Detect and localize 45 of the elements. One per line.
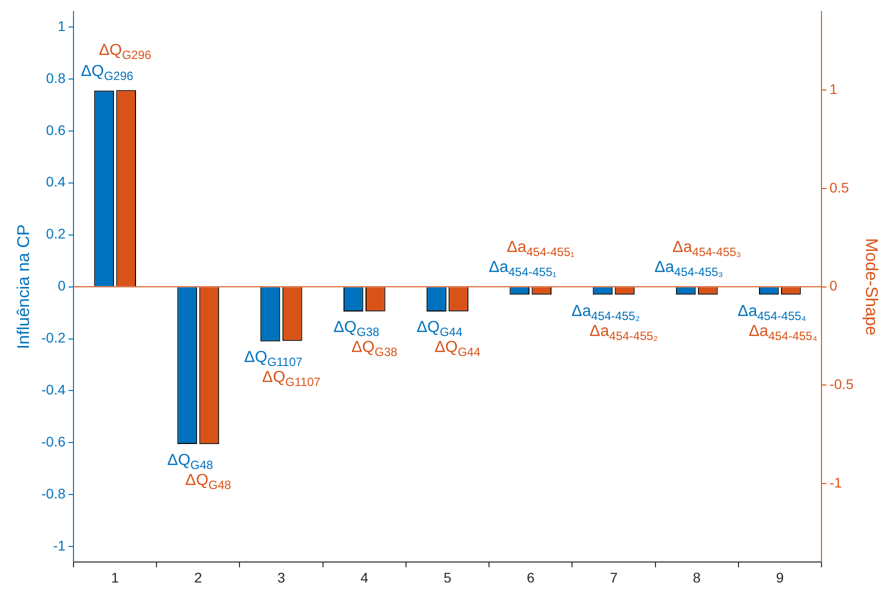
annotation: ΔQ$_{G44}$ bbox=[416, 319, 462, 340]
x-tick-label: 2 bbox=[194, 569, 202, 586]
y-tick-label: -0.6 bbox=[41, 434, 66, 450]
x-tick-label: 8 bbox=[692, 569, 701, 586]
annotation: ΔQ$_{G1107}$ bbox=[262, 368, 320, 389]
y-tick-label: 0.6 bbox=[46, 122, 66, 138]
y-tick-label: 0.2 bbox=[46, 226, 66, 242]
y-axis-title: Influência na CP bbox=[14, 224, 33, 350]
y2-tick-label: 1 bbox=[829, 80, 838, 97]
annotation: ΔQ$_{G1107}$ bbox=[244, 349, 302, 370]
annotation: ΔQ$_{G44}$ bbox=[434, 339, 480, 360]
y2-tick-label: 0 bbox=[829, 278, 838, 294]
annotation: ΔQ$_{G296}$ bbox=[98, 42, 152, 62]
annotation: Δa$_{454-455₄}$ bbox=[748, 322, 818, 343]
annotation: ΔQ$_{G38}$ bbox=[333, 319, 380, 340]
y2-tick-label: -1 bbox=[829, 474, 842, 490]
annotation: Δa$_{454-455₃}$ bbox=[654, 258, 724, 279]
y-tick-label: 0.4 bbox=[46, 174, 66, 190]
annotation: ΔQ$_{G38}$ bbox=[351, 339, 398, 360]
x-tick-label: 9 bbox=[776, 569, 784, 586]
x-tick-label: 5 bbox=[444, 569, 452, 586]
y2-tick-label: -0.5 bbox=[829, 376, 854, 392]
y-tick-label: 0.8 bbox=[46, 70, 66, 86]
x-tick-label: 1 bbox=[111, 569, 120, 586]
annotation: Δa$_{454-455₂}$ bbox=[572, 302, 640, 323]
annotation: Δa$_{454-455₂}$ bbox=[590, 322, 658, 343]
x-tick-label: 4 bbox=[360, 569, 368, 586]
annotation: Δa$_{454-455₄}$ bbox=[738, 302, 806, 323]
annotation: ΔQ$_{G296}$ bbox=[80, 62, 134, 83]
annotation: Δa$_{454-455₁}$ bbox=[488, 258, 556, 279]
x-tick-label: 3 bbox=[277, 569, 286, 586]
x-tick-label: 7 bbox=[610, 569, 618, 586]
y-tick-label: 0 bbox=[58, 278, 66, 294]
annotation: ΔQ$_{G48}$ bbox=[185, 472, 232, 492]
y2-tick-label: 0.5 bbox=[829, 179, 850, 196]
annotation: Δa$_{454-455₁}$ bbox=[506, 238, 574, 259]
x-tick-label: 6 bbox=[526, 569, 535, 586]
annotation: ΔQ$_{G48}$ bbox=[167, 452, 214, 472]
y-tick-label: -1 bbox=[53, 537, 66, 554]
y-tick-label: 1 bbox=[58, 18, 66, 34]
y-tick-label: -0.2 bbox=[41, 330, 66, 346]
annotation: Δa$_{454-455₃}$ bbox=[672, 238, 742, 259]
y2-axis-title: Mode-Shape bbox=[862, 238, 882, 336]
y-tick-label: -0.8 bbox=[41, 486, 66, 502]
y-tick-label: -0.4 bbox=[41, 382, 66, 398]
